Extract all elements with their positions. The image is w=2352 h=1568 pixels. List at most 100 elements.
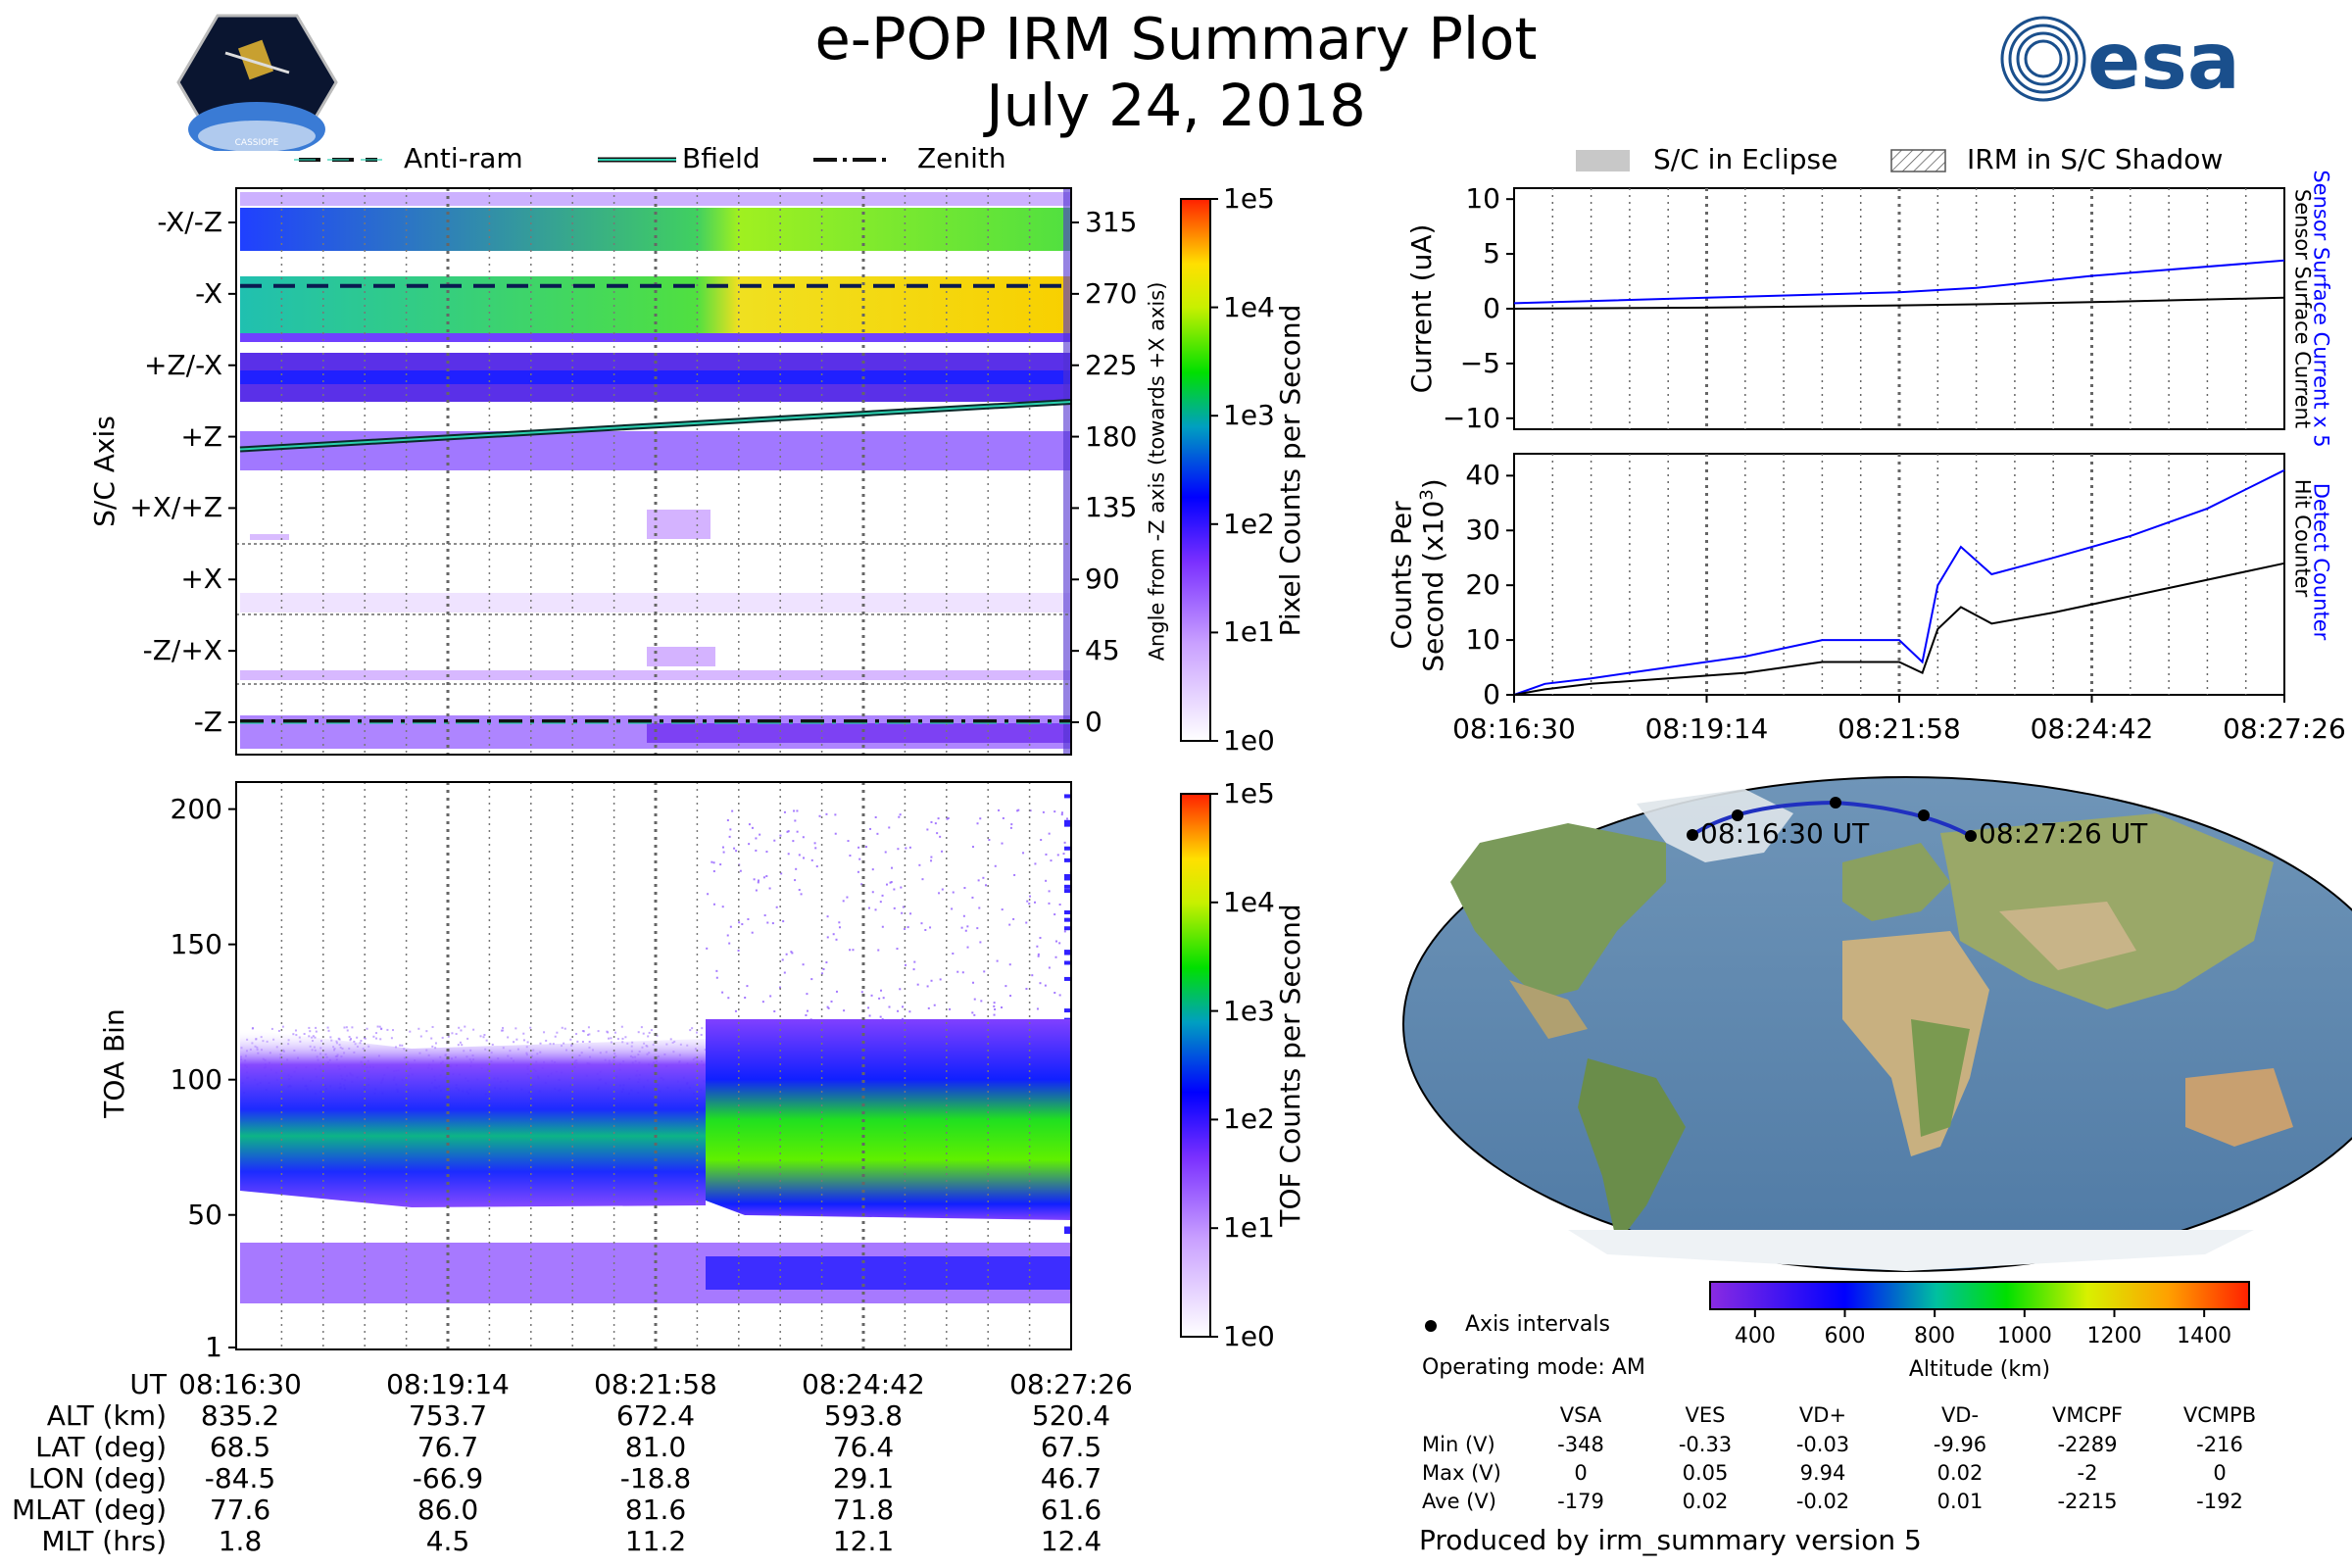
sc-axis-ylabel: S/C Axis <box>88 416 121 527</box>
toa-speckle <box>908 846 911 849</box>
toa-speckle <box>858 858 861 860</box>
sc-axis-tick-label: -X/-Z <box>157 206 222 238</box>
toa-speckle <box>575 1032 578 1035</box>
toa-speckle <box>295 1034 298 1037</box>
toa-speckle <box>785 953 788 956</box>
toa-speckle <box>874 816 877 819</box>
toa-speckle <box>916 983 919 986</box>
cassiope-badge-icon: CASSIOPE <box>176 14 338 151</box>
counts-tick-label: 30 <box>1465 514 1500 547</box>
sc-axis-tick-label: +Z <box>180 419 222 453</box>
sc-axis-panel <box>228 187 1079 756</box>
toa-speckle <box>502 1029 505 1032</box>
toa-speckle <box>884 851 887 854</box>
toa-speckle <box>773 839 776 842</box>
toa-speckle <box>881 925 884 928</box>
toa-speckle <box>348 1036 351 1039</box>
colorbar-tick-label: 1e3 <box>1223 399 1275 432</box>
toa-speckle <box>960 926 963 929</box>
toa-edge-mark <box>1064 976 1071 981</box>
toa-speckle <box>869 827 872 830</box>
toa-speckle <box>882 997 885 1000</box>
toa-speckle <box>964 929 967 932</box>
colorbar-tof <box>1180 793 1218 1338</box>
time-table-row-label: MLT (hrs) <box>41 1525 167 1557</box>
toa-speckle <box>315 1026 318 1029</box>
toa-speckle <box>921 878 924 881</box>
toa-speckle <box>485 1039 488 1042</box>
toa-speckle <box>1058 942 1061 945</box>
toa-speckle <box>1036 1007 1039 1010</box>
colorbar-tick-label: 1e1 <box>1223 615 1275 649</box>
toa-speckle <box>1033 901 1036 904</box>
toa-speckle <box>765 875 768 878</box>
toa-speckle <box>814 847 817 850</box>
toa-speckle <box>956 970 959 973</box>
toa-tick-label: 150 <box>170 927 222 960</box>
toa-speckle <box>781 958 784 961</box>
toa-speckle <box>1012 917 1015 920</box>
toa-speckle <box>351 1026 354 1029</box>
voltage-column-header: VD- <box>1940 1403 1980 1427</box>
time-table-cell: 12.4 <box>1040 1525 1102 1557</box>
toa-speckle <box>1028 903 1031 906</box>
toa-speckle <box>338 1038 341 1041</box>
toa-speckle <box>309 1030 312 1033</box>
toa-speckle <box>587 1034 590 1037</box>
toa-speckle <box>939 835 942 838</box>
toa-speckle <box>972 981 975 984</box>
toa-speckle <box>930 820 933 823</box>
time-table-row-label: UT <box>129 1368 167 1400</box>
toa-speckle <box>378 1025 381 1028</box>
toa-speckle <box>858 846 860 849</box>
toa-speckle <box>637 1031 640 1034</box>
toa-speckle <box>786 830 789 833</box>
toa-speckle <box>971 1011 974 1014</box>
toa-speckle <box>1013 873 1016 876</box>
toa-edge-mark <box>1064 819 1071 824</box>
ground-track-map <box>1402 776 2352 1272</box>
toa-speckle <box>1042 810 1045 813</box>
toa-speckle <box>1001 842 1004 845</box>
toa-speckle <box>765 851 768 854</box>
toa-speckle <box>796 809 799 812</box>
sc-angle-ylabel: Angle from -Z axis (towards +X axis) <box>1145 281 1169 662</box>
toa-speckle <box>966 925 969 928</box>
toa-speckle <box>951 907 954 910</box>
toa-speckle <box>327 1029 330 1032</box>
toa-speckle <box>813 842 816 845</box>
toa-speckle <box>715 969 718 972</box>
toa-speckle <box>988 839 991 842</box>
series-line <box>1513 562 2285 696</box>
toa-speckle <box>515 1038 518 1041</box>
toa-speckle <box>1063 930 1066 933</box>
toa-speckle <box>998 808 1001 811</box>
toa-speckle <box>783 810 786 813</box>
toa-speckle <box>787 853 790 856</box>
toa-speckle <box>689 1029 692 1032</box>
toa-speckle <box>775 906 778 908</box>
toa-speckle <box>897 1009 900 1012</box>
current-tick-label: −5 <box>1459 346 1500 379</box>
toa-speckle <box>1054 992 1056 995</box>
colorbar-tick-label: 1e5 <box>1223 182 1275 215</box>
toa-speckle <box>802 963 805 966</box>
toa-speckle <box>349 1039 352 1042</box>
toa-speckle <box>744 996 747 999</box>
time-table-cell: 672.4 <box>615 1399 696 1432</box>
toa-speckle <box>353 1040 356 1043</box>
toa-speckle <box>763 914 766 917</box>
toa-speckle <box>425 1030 428 1033</box>
toa-speckle <box>1002 816 1004 819</box>
toa-speckle <box>375 1037 378 1040</box>
toa-speckle <box>1058 994 1061 997</box>
map-australia <box>2185 1068 2293 1147</box>
colorbar-tick-label: 1e4 <box>1223 885 1275 918</box>
toa-speckle <box>712 861 715 864</box>
toa-speckle <box>826 915 829 918</box>
toa-speckle <box>419 1035 422 1038</box>
toa-speckle <box>847 840 850 843</box>
toa-speckle <box>901 1017 904 1020</box>
toa-speckle <box>648 1031 651 1034</box>
toa-edge-mark <box>1064 822 1071 827</box>
